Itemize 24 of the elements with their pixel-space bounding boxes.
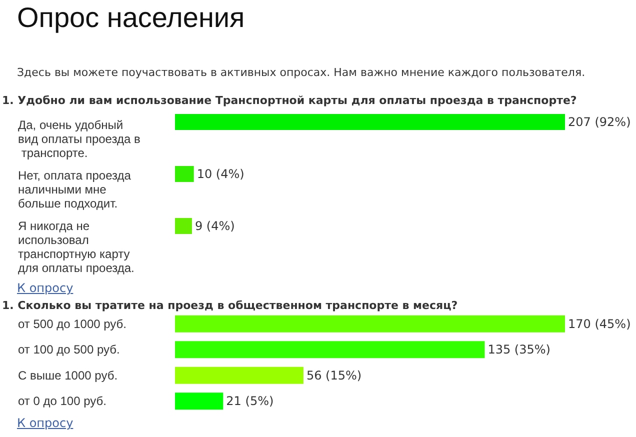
bar — [175, 315, 565, 332]
data-label: 21 (5%) — [226, 394, 274, 408]
y-tick-label: Я никогда не использовал транспортную карту для оплаты проезда. — [18, 218, 134, 275]
y-tick-label: от 500 до 1000 руб. — [18, 316, 127, 331]
y-tick-label: Да, очень удобный вид оплаты проезда в транспорте. — [18, 118, 140, 160]
data-label: 10 (4%) — [196, 167, 244, 181]
y-tick-label: от 100 до 500 руб. — [18, 342, 120, 357]
chart-title: 1. Удобно ли вам использование Транспортной карты для оплаты проезда в транспорте? — [2, 94, 577, 107]
text: Здесь вы можете поучаствовать в активных опросах. Нам важно мнение каждого пользователя. — [17, 66, 586, 79]
data-label: 135 (35%) — [488, 342, 550, 357]
text: К опросу — [17, 281, 74, 295]
text: Опрос населения — [17, 2, 245, 34]
y-tick-label: С выше 1000 руб. — [18, 368, 118, 382]
data-label: 9 (4%) — [194, 219, 235, 233]
bar — [175, 392, 224, 410]
data-label: 56 (15%) — [306, 368, 362, 382]
bar — [175, 341, 485, 358]
bar — [175, 366, 304, 384]
data-label: 170 (45%) — [568, 316, 631, 331]
y-tick-label: Нет, оплата проезда наличными мне больше подходит. — [18, 168, 134, 210]
y-tick-label: от 0 до 100 руб. — [18, 394, 106, 408]
data-label: 207 (92%) — [568, 115, 631, 129]
text: К опросу — [17, 416, 74, 430]
chart-title: 1. Сколько вы тратите на проезд в общественном транспорте в месяц? — [2, 299, 458, 312]
